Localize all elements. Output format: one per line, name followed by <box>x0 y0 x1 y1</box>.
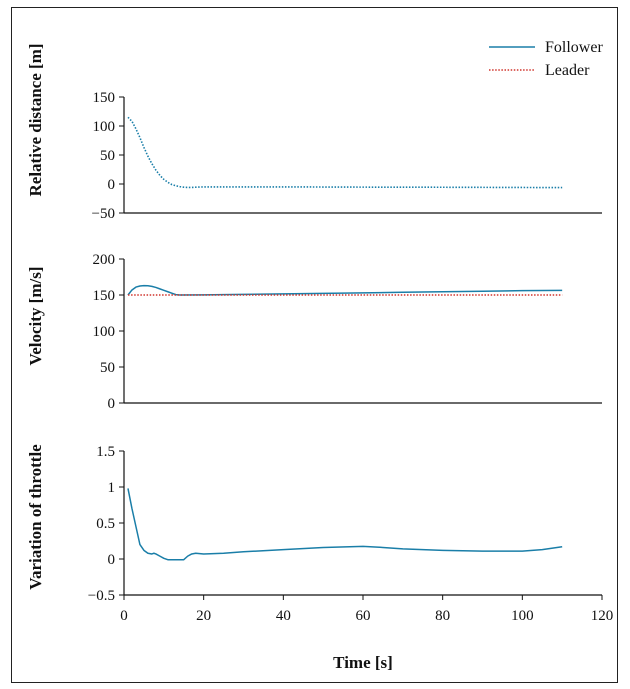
figure-frame <box>11 7 618 683</box>
series-line-panel3 <box>127 488 563 561</box>
y-tick-label: 50 <box>100 148 115 164</box>
y-tick-label: 1 <box>108 480 116 496</box>
x-axis-title: Time [s] <box>333 653 393 672</box>
y-tick-label: 150 <box>93 288 116 304</box>
y-tick-label: 200 <box>93 252 116 268</box>
chart-panel-1: −50 0 50 100 150 Relative distance [m] <box>26 44 602 222</box>
y-tick-label: 100 <box>93 119 116 135</box>
legend: Follower Leader <box>489 39 603 79</box>
x-tick-label: 20 <box>196 608 211 624</box>
y-tick-label: 1.5 <box>96 444 115 460</box>
x-tick-label: 60 <box>356 608 371 624</box>
y-tick-label: 150 <box>93 90 116 106</box>
chart-panel-3: −0.5 0 0.5 1 1.5 0 20 40 60 80 100 120 Time [s] Varia… <box>26 444 613 672</box>
x-tick-label: 100 <box>511 608 534 624</box>
x-tick-label: 80 <box>435 608 450 624</box>
y-axis-title: Variation of throttle <box>26 444 45 590</box>
y-tick-label: 0 <box>108 396 116 412</box>
y-tick-label: 0 <box>108 177 116 193</box>
x-tick-label: 120 <box>591 608 614 624</box>
y-tick-label: −50 <box>92 206 115 222</box>
y-tick-label: 50 <box>100 360 115 376</box>
legend-label-leader: Leader <box>545 62 590 79</box>
y-tick-label: −0.5 <box>88 588 115 604</box>
y-axis-title: Relative distance [m] <box>26 44 45 197</box>
chart-panel-2: 0 50 100 150 200 Velocity [m/s] <box>26 252 602 412</box>
x-tick-label: 0 <box>120 608 128 624</box>
series-line-follower <box>127 284 563 296</box>
series-line-panel1 <box>127 116 563 189</box>
y-axis-title: Velocity [m/s] <box>26 267 45 366</box>
x-tick-label: 40 <box>276 608 291 624</box>
y-tick-label: 0.5 <box>96 516 115 532</box>
y-tick-label: 100 <box>93 324 116 340</box>
y-tick-label: 0 <box>108 552 116 568</box>
legend-label-follower: Follower <box>545 39 603 56</box>
